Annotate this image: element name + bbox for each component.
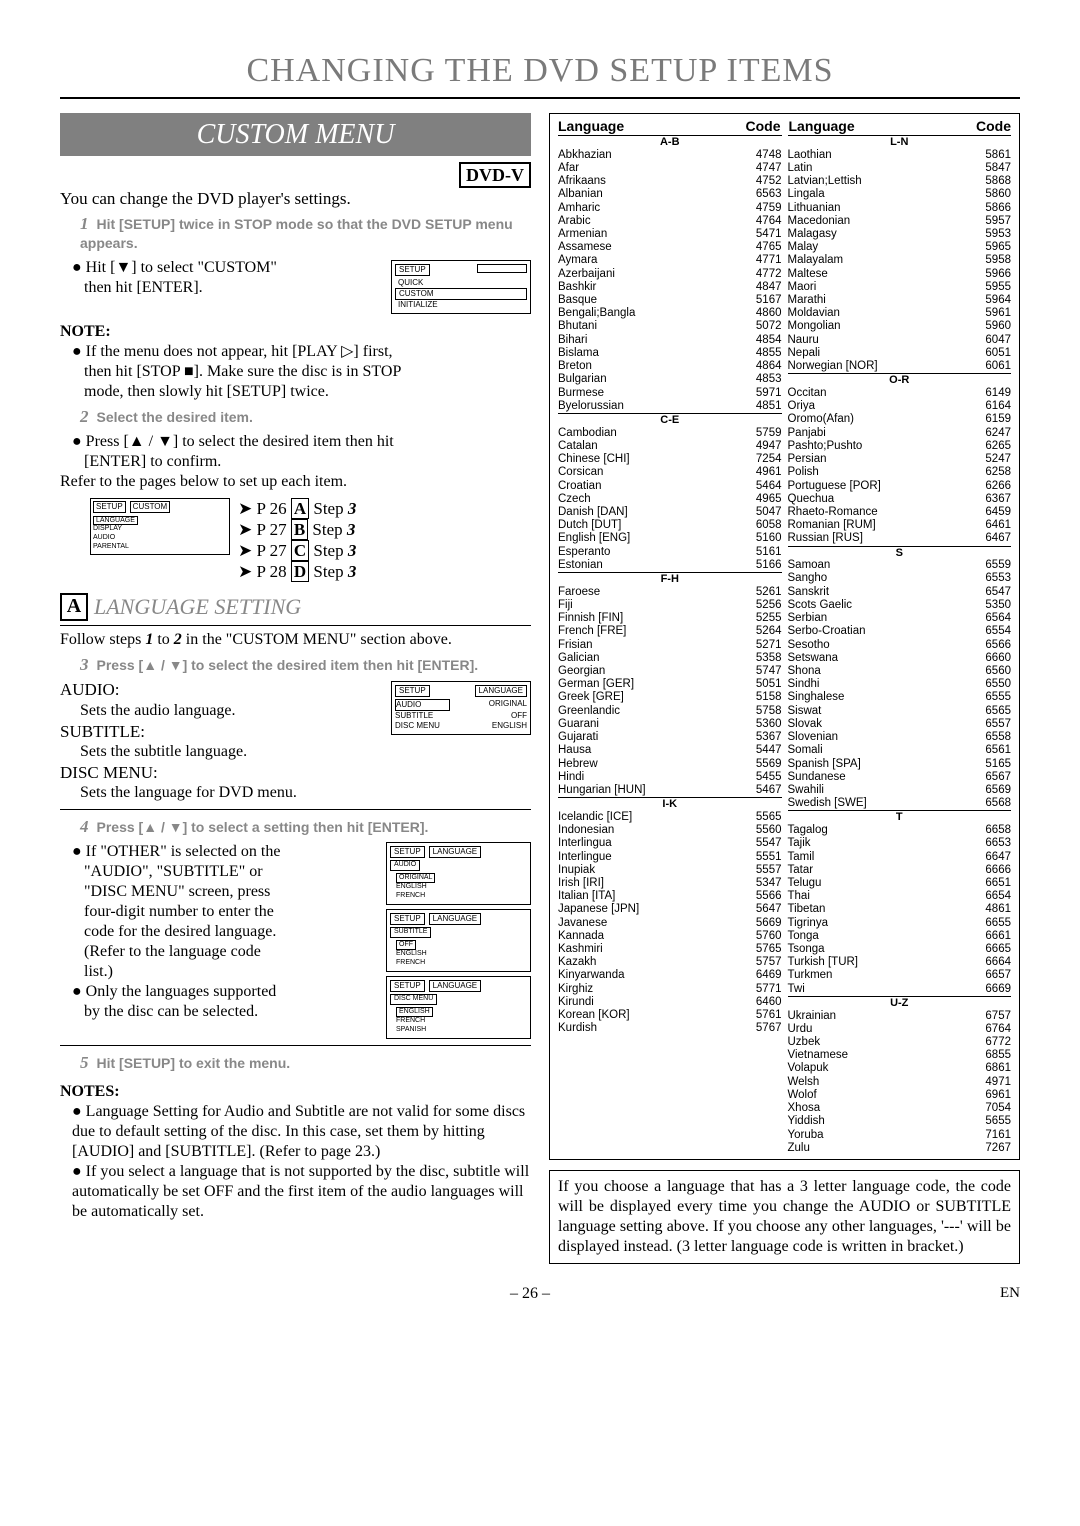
discmenu-text: Sets the language for DVD menu. [80, 783, 531, 803]
bullet-2: ● Press [▲ / ▼] to select the desired it… [72, 432, 531, 472]
left-column: CUSTOM MENU DVD-V You can change the DVD… [60, 113, 531, 1264]
note-item-1: ● Language Setting for Audio and Subtitl… [72, 1102, 531, 1162]
subtitle-text: Sets the subtitle language. [80, 742, 531, 762]
setup-menu-3: SETUPLANGUAGE AUDIOORIGINAL SUBTITLEOFF … [391, 681, 531, 735]
intro-text: You can change the DVD player's settings… [60, 188, 531, 209]
menu-stack: SETUPLANGUAGE AUDIO ORIGINAL ENGLISH FRE… [386, 842, 531, 1039]
notes-heading: NOTES: [60, 1082, 531, 1102]
page-lang: EN [1000, 1284, 1020, 1303]
language-note: If you choose a language that has a 3 le… [549, 1170, 1020, 1264]
note-1: ● If the menu does not appear, hit [PLAY… [72, 342, 531, 402]
custom-menu-heading: CUSTOM MENU [60, 113, 531, 156]
step-2: 2Select the desired item. [80, 406, 531, 428]
step-3: 3Press [▲ / ▼] to select the desired ite… [80, 654, 531, 676]
reference-box: SETUPCUSTOM LANGUAGE DISPLAY AUDIO PAREN… [90, 498, 531, 583]
step-5: 5Hit [SETUP] to exit the menu. [80, 1052, 531, 1074]
step-1: 1Hit [SETUP] twice in STOP mode so that … [80, 213, 531, 254]
step-4: 4Press [▲ / ▼] to select a setting then … [80, 816, 531, 838]
discmenu-label: DISC MENU: [60, 762, 531, 783]
language-code-table: LanguageCode LanguageCode A-BAbkhazian47… [549, 113, 1020, 1160]
title-rule [60, 97, 1020, 99]
letter-a-box: A [60, 593, 88, 621]
follow-text: Follow steps 1 to 2 in the "CUSTOM MENU"… [60, 630, 531, 650]
refer-text: Refer to the pages below to set up each … [60, 472, 531, 492]
right-column: LanguageCode LanguageCode A-BAbkhazian47… [549, 113, 1020, 1264]
setup-menu-1: SETUP QUICK CUSTOM INITIALIZE [391, 260, 531, 314]
page-number: – 26 – [60, 1284, 1020, 1304]
note-heading: NOTE: [60, 322, 531, 342]
note-item-2: ● If you select a language that is not s… [72, 1162, 531, 1222]
main-title: CHANGING THE DVD SETUP ITEMS [60, 50, 1020, 93]
dvdv-badge: DVD-V [459, 162, 531, 189]
language-setting-header: A LANGUAGE SETTING [60, 593, 531, 621]
